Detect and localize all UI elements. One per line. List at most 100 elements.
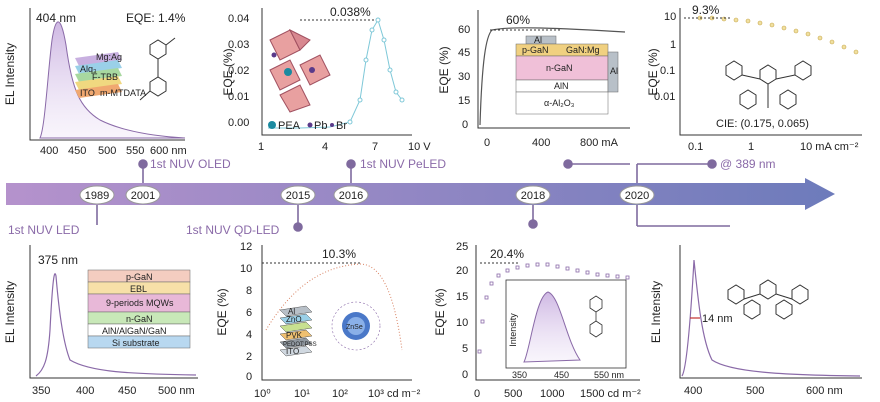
panel-oled-404: EL Intensity 404 nm EQE: 1.4% Mg:Ag Alq₃… bbox=[3, 8, 187, 157]
oled2018-ytick: 0 bbox=[462, 369, 468, 381]
timeline: 1989 2001 2015 2016 2018 2020 1st NUV LE… bbox=[6, 157, 835, 237]
year-2001: 2001 bbox=[131, 190, 155, 202]
mr2020-xtick: 400 bbox=[684, 385, 702, 397]
oled-layer-ftbb: F-TBB bbox=[92, 72, 118, 82]
panel-oled-2018: EQE (%) 25 20 15 10 5 0 20.4% Intensity … bbox=[433, 241, 641, 400]
peled-ytick: 0.00 bbox=[228, 117, 249, 129]
panel-led-60: EQE (%) 60 45 30 15 0 60% Al p-GaN GaN:M… bbox=[437, 10, 630, 149]
pea-icon bbox=[268, 121, 276, 129]
oled-molecule bbox=[139, 37, 176, 101]
qdled-ytick: 8 bbox=[246, 285, 252, 297]
led375-xtick: 450 bbox=[118, 385, 136, 397]
milestone-nuv-oled: 1st NUV OLED bbox=[150, 157, 231, 171]
led375-layer-mqw: 9-periods MQWs bbox=[106, 298, 174, 308]
tadf-xtick: 0.1 bbox=[688, 141, 703, 153]
peled-xtick: 4 bbox=[322, 141, 328, 153]
ledtop-ytick: 0 bbox=[462, 119, 468, 131]
oled2018-inset-ylabel: Intensity bbox=[508, 313, 518, 347]
tadf-peak-label: 9.3% bbox=[692, 3, 720, 17]
qdled-ytick: 6 bbox=[246, 307, 252, 319]
qdled-layer-pedot: PEDOT:PSS bbox=[283, 342, 317, 348]
led375-layer-ebl: EBL bbox=[130, 284, 147, 294]
ledtop-layer-ngan: n-GaN bbox=[546, 63, 573, 73]
oled-xticks: 400 450 500 550 600 nm bbox=[40, 145, 187, 157]
qdled-ytick: 10 bbox=[240, 263, 252, 275]
qdled-xtick: 10³ cd m⁻² bbox=[368, 388, 421, 400]
ledtop-layer-sapphire: α-Al₂O₃ bbox=[544, 98, 575, 108]
tadf-ytick: 0.1 bbox=[660, 65, 675, 77]
qdled-ylabel: EQE (%) bbox=[215, 288, 229, 335]
qdled-xtick: 10² bbox=[332, 388, 348, 400]
peled-legend-pea: PEA bbox=[278, 120, 301, 132]
oled-xtick: 450 bbox=[68, 145, 86, 157]
milestone-nuv-peled: 1st NUV PeLED bbox=[360, 157, 446, 171]
led375-peak: 375 nm bbox=[38, 253, 78, 267]
oled2018-inset: Intensity 350 450 550 nm bbox=[505, 279, 627, 380]
ledtop-ytick: 45 bbox=[458, 47, 470, 59]
oled-xtick: 600 nm bbox=[150, 145, 187, 157]
oled2018-ytick: 25 bbox=[456, 241, 468, 253]
tadf-ytick: 0.01 bbox=[654, 91, 675, 103]
ledtop-xtick: 0 bbox=[484, 137, 490, 149]
led375-layer-pgan: p-GaN bbox=[126, 272, 153, 282]
led375-layer-ngan: n-GaN bbox=[126, 314, 153, 324]
tadf-ytick: 10 bbox=[664, 11, 676, 23]
ledtop-layer-aln: AlN bbox=[554, 81, 569, 91]
qdled-stack: Al ZnO PVK PEDOT:PSS ITO bbox=[279, 305, 317, 357]
oled-layer-ito: ITO bbox=[80, 88, 95, 98]
qdled-layer-al: Al bbox=[288, 307, 295, 316]
oled-ylabel: EL Intensity bbox=[3, 43, 17, 105]
ledtop-layer-al2: Al bbox=[610, 66, 618, 76]
year-2020: 2020 bbox=[625, 190, 649, 202]
qdled-layer-zno: ZnO bbox=[286, 315, 302, 324]
peled-peak-label: 0.038% bbox=[330, 5, 371, 19]
peled-ytick: 0.04 bbox=[228, 13, 249, 25]
led375-xtick: 400 bbox=[76, 385, 94, 397]
oled2018-inset-xtick: 550 nm bbox=[594, 370, 624, 380]
qdled-qd: ZnSe bbox=[331, 301, 381, 351]
peled-xtick: 7 bbox=[372, 141, 378, 153]
milestone-nuv-led: 1st NUV LED bbox=[8, 223, 80, 237]
oled-xtick: 550 bbox=[126, 145, 144, 157]
panel-mr-2020: EL Intensity 14 nm 400 500 600 nm bbox=[649, 245, 862, 397]
oled-layer-mtdata: m-MTDATA bbox=[100, 88, 146, 98]
mr2020-xtick: 600 nm bbox=[806, 385, 843, 397]
milestone-nuv-qdled: 1st NUV QD-LED bbox=[186, 223, 280, 237]
ledtop-layer-al: Al bbox=[534, 35, 542, 45]
peled-ytick: 0.01 bbox=[228, 91, 249, 103]
tadf-ylabel: EQE (%) bbox=[646, 48, 660, 95]
oled-layer-mgag: Mg:Ag bbox=[96, 52, 122, 62]
peled-ylabel: EQE (%) bbox=[221, 48, 235, 95]
tadf-cie: CIE: (0.175, 0.065) bbox=[716, 118, 809, 130]
qdled-ytick: 0 bbox=[246, 371, 252, 383]
qdled-ytick: 4 bbox=[246, 329, 252, 341]
oled-layer-alq3: Alq₃ bbox=[80, 64, 97, 74]
ledtop-xtick: 400 bbox=[532, 137, 550, 149]
year-2015: 2015 bbox=[286, 190, 310, 202]
tadf-points bbox=[697, 15, 859, 55]
br-icon bbox=[330, 123, 334, 127]
ledtop-ytick: 15 bbox=[458, 95, 470, 107]
panel-led-375: EL Intensity 375 nm p-GaN EBL 9-periods … bbox=[3, 245, 198, 397]
oled2018-molecule bbox=[589, 295, 603, 338]
oled2018-inset-xtick: 450 bbox=[554, 370, 569, 380]
oled2018-inset-xtick: 350 bbox=[512, 370, 527, 380]
peled-xtick: 1 bbox=[258, 141, 264, 153]
oled2018-peak-label: 20.4% bbox=[490, 247, 524, 261]
led375-xtick: 500 nm bbox=[158, 385, 195, 397]
mr2020-molecule bbox=[727, 279, 809, 320]
oled2018-ytick: 10 bbox=[456, 317, 468, 329]
led375-layer-buffer: AlN/AlGaN/GaN bbox=[102, 326, 167, 336]
oled2018-ytick: 5 bbox=[462, 343, 468, 355]
ledtop-layer-pgan: p-GaN bbox=[522, 45, 549, 55]
year-2018: 2018 bbox=[521, 190, 545, 202]
mr2020-fwhm: 14 nm bbox=[702, 313, 733, 325]
oled2018-ylabel: EQE (%) bbox=[433, 288, 447, 335]
led375-ylabel: EL Intensity bbox=[3, 281, 17, 343]
tadf-xtick: 1 bbox=[748, 141, 754, 153]
ledtop-ytick: 30 bbox=[458, 71, 470, 83]
oled-xtick: 400 bbox=[40, 145, 58, 157]
led375-layer-si: Si substrate bbox=[112, 338, 160, 348]
qdled-layer-pvk: PVK bbox=[286, 331, 303, 340]
